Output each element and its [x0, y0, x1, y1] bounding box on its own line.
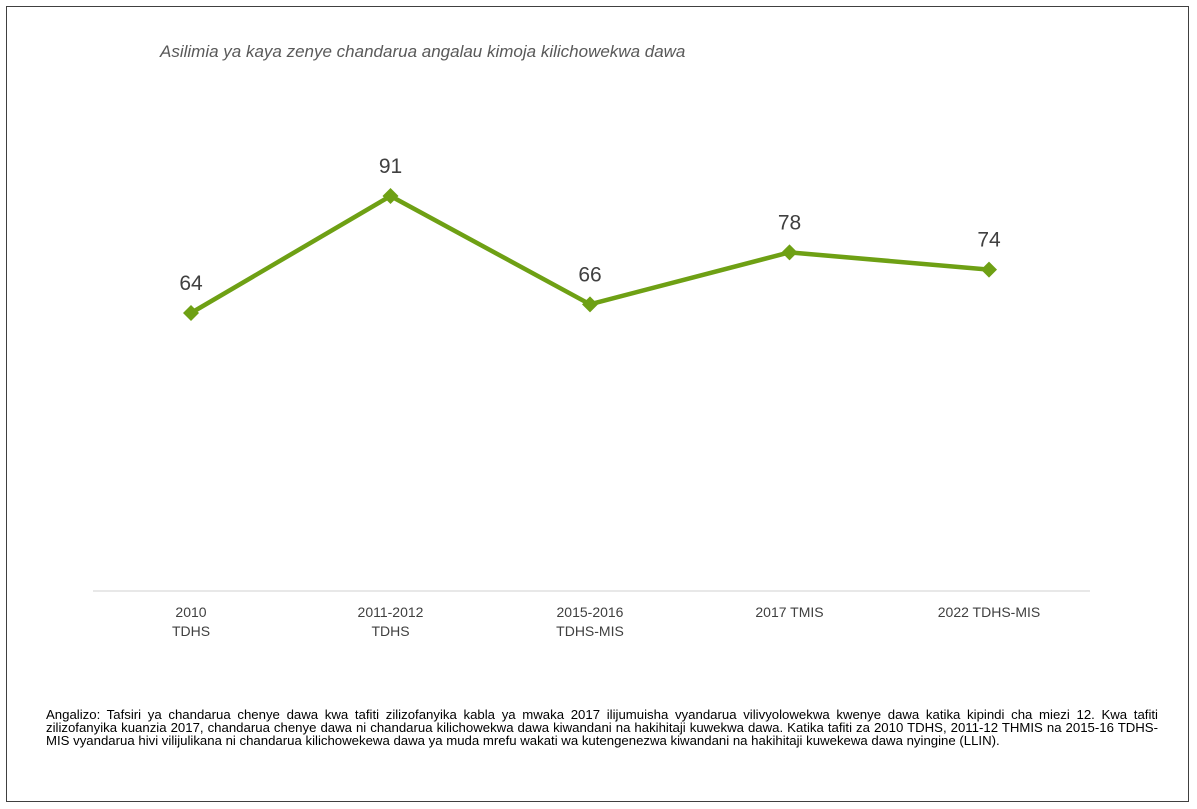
x-tick-label: 2022 TDHS-MIS	[938, 604, 1040, 620]
line-chart: 2010 TDHS 2011-2012 TDHS 2015-2016 TDHS-MIS 20…	[93, 155, 1090, 639]
x-tick-label: 2010	[175, 604, 206, 620]
x-tick-label: TDHS-MIS	[556, 623, 624, 639]
data-label: 66	[578, 263, 601, 286]
chart-title: Asilimia ya kaya zenye chandarua angalau…	[160, 42, 686, 61]
data-point-marker	[582, 296, 598, 313]
x-tick-label: 2015-2016	[557, 604, 624, 620]
x-tick-label: TDHS	[371, 623, 409, 639]
data-point-marker	[183, 305, 199, 321]
x-tick-label: 2017 TMIS	[755, 604, 823, 620]
x-tick-label: TDHS	[172, 623, 210, 639]
data-label: 78	[778, 211, 801, 234]
series-line	[188, 193, 992, 316]
data-point-marker	[981, 261, 997, 278]
data-label: 91	[379, 155, 402, 178]
footnote: Angalizo: Tafsiri ya chandarua chenye da…	[46, 707, 1158, 748]
data-point-marker	[382, 188, 399, 204]
data-label: 74	[977, 229, 1001, 252]
chart-frame	[6, 6, 1189, 802]
data-label: 64	[179, 272, 203, 295]
x-tick-label: 2011-2012	[358, 604, 424, 620]
data-point-marker	[781, 244, 798, 261]
